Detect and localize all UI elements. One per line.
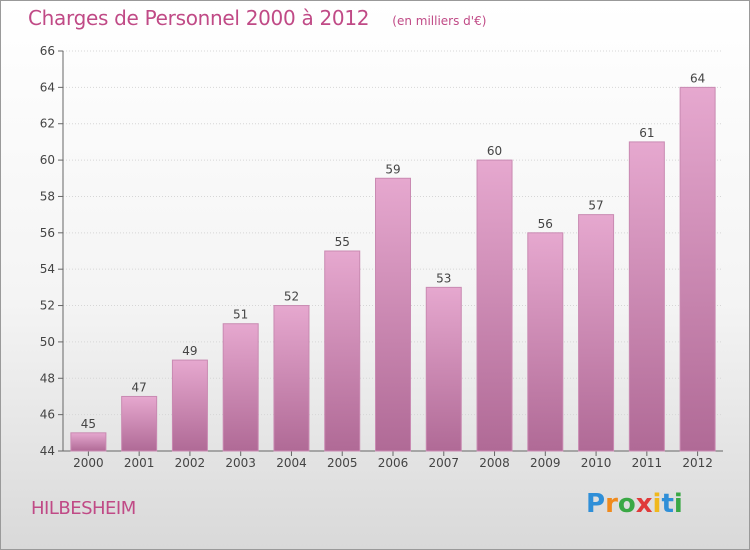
- labels: 44 46 48 50 52 54 56 58 60 62 64 66 2000 45 2001 47 2002…: [40, 44, 713, 470]
- logo-letter: i: [673, 489, 683, 519]
- bars: [70, 86, 716, 452]
- x-tick-label: 2010: [581, 456, 612, 470]
- data-label: 47: [132, 380, 147, 394]
- x-tick-label: 2001: [124, 456, 155, 470]
- data-label: 55: [335, 235, 350, 249]
- logo-letter: o: [617, 489, 636, 519]
- proxiti-logo[interactable]: Proxiti: [586, 489, 683, 519]
- bar-2012: [679, 86, 716, 452]
- chart-title: Charges de Personnel 2000 à 2012: [28, 6, 370, 30]
- data-label: 59: [385, 162, 400, 176]
- y-tick-label: 64: [40, 80, 55, 94]
- y-tick-label: 62: [40, 117, 55, 131]
- bar-2003: [222, 323, 259, 452]
- bar-2008: [476, 159, 513, 452]
- bar-2007: [425, 286, 462, 452]
- bar-2004: [273, 305, 310, 452]
- y-tick-label: 60: [40, 153, 55, 167]
- data-label: 61: [639, 126, 654, 140]
- x-tick-label: 2006: [378, 456, 409, 470]
- data-label: 49: [182, 344, 197, 358]
- x-tick-label: 2003: [225, 456, 256, 470]
- bar-2001: [121, 395, 158, 452]
- logo-letter: i: [652, 489, 662, 519]
- data-label: 45: [81, 417, 96, 431]
- data-label: 53: [436, 271, 451, 285]
- chart-title-group: Charges de Personnel 2000 à 2012 (en mil…: [28, 6, 486, 30]
- data-label: 52: [284, 290, 299, 304]
- x-tick-label: 2009: [530, 456, 561, 470]
- x-tick-label: 2012: [682, 456, 713, 470]
- x-tick-label: 2011: [632, 456, 663, 470]
- bar-2005: [324, 250, 361, 452]
- x-tick-label: 2004: [276, 456, 307, 470]
- y-tick-label: 46: [40, 408, 55, 422]
- data-label: 60: [487, 144, 502, 158]
- y-tick-label: 48: [40, 371, 55, 385]
- bar-2011: [628, 141, 665, 452]
- x-tick-label: 2000: [73, 456, 104, 470]
- x-tick-label: 2007: [428, 456, 459, 470]
- data-label: 64: [690, 71, 705, 85]
- y-tick-label: 52: [40, 299, 55, 313]
- place-name: HILBESHEIM: [31, 498, 136, 519]
- logo-letter: t: [661, 489, 674, 519]
- y-tick-label: 44: [40, 444, 55, 458]
- y-tick-label: 56: [40, 226, 55, 240]
- chart-subtitle: (en milliers d'€): [392, 14, 487, 28]
- data-label: 57: [588, 199, 603, 213]
- data-label: 56: [538, 217, 553, 231]
- bar-2006: [375, 177, 411, 452]
- x-tick-label: 2002: [175, 456, 206, 470]
- bar-2000: [70, 432, 107, 452]
- bar-2002: [171, 359, 208, 452]
- data-label: 51: [233, 308, 248, 322]
- y-tick-label: 50: [40, 335, 55, 349]
- y-tick-label: 66: [40, 44, 55, 58]
- logo-letter: x: [635, 489, 653, 519]
- bar-2010: [578, 214, 615, 452]
- x-tick-label: 2008: [479, 456, 510, 470]
- bar-2009: [527, 232, 564, 452]
- logo-letter: P: [586, 489, 606, 519]
- y-tick-label: 58: [40, 189, 55, 203]
- x-tick-label: 2005: [327, 456, 358, 470]
- y-tick-label: 54: [40, 262, 55, 276]
- logo-letter: r: [605, 489, 618, 519]
